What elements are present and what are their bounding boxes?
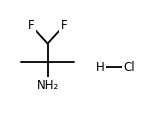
Text: Cl: Cl bbox=[124, 61, 135, 74]
Text: F: F bbox=[28, 19, 34, 32]
Text: F: F bbox=[61, 19, 67, 32]
Text: H: H bbox=[95, 61, 104, 74]
Text: NH₂: NH₂ bbox=[36, 79, 59, 92]
